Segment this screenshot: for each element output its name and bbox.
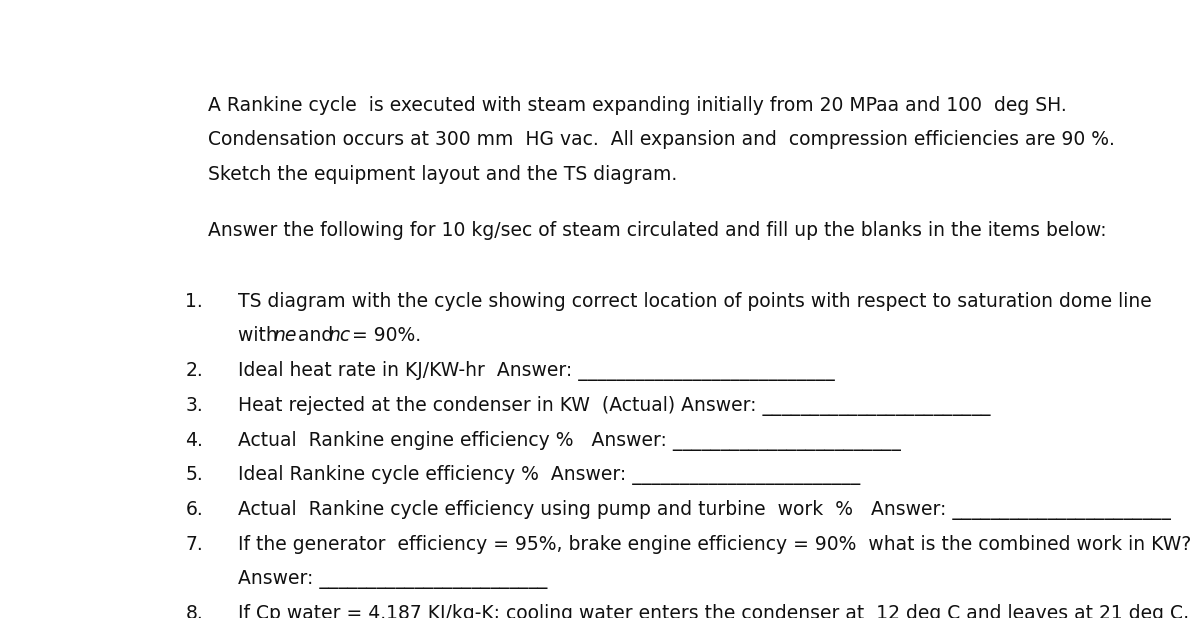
Text: Sketch the equipment layout and the TS diagram.: Sketch the equipment layout and the TS d…: [208, 165, 677, 184]
Text: nc: nc: [329, 326, 350, 345]
Text: Ideal heat rate in KJ/KW-hr  Answer: ___________________________: Ideal heat rate in KJ/KW-hr Answer: ____…: [239, 361, 835, 381]
Text: Actual  Rankine engine efficiency %   Answer: ________________________: Actual Rankine engine efficiency % Answe…: [239, 431, 901, 451]
Text: ne: ne: [274, 326, 298, 345]
Text: 2.: 2.: [185, 361, 203, 380]
Text: Answer the following for 10 kg/sec of steam circulated and fill up the blanks in: Answer the following for 10 kg/sec of st…: [208, 221, 1106, 240]
Text: 4.: 4.: [185, 431, 203, 449]
Text: If Cp water = 4.187 KJ/kg-K; cooling water enters the condenser at  12 deg C and: If Cp water = 4.187 KJ/kg-K; cooling wat…: [239, 604, 1189, 618]
Text: Ideal Rankine cycle efficiency %  Answer: ________________________: Ideal Rankine cycle efficiency % Answer:…: [239, 465, 860, 485]
Text: Condensation occurs at 300 mm  HG vac.  All expansion and  compression efficienc: Condensation occurs at 300 mm HG vac. Al…: [208, 130, 1115, 150]
Text: 8.: 8.: [185, 604, 203, 618]
Text: 1.: 1.: [185, 292, 203, 311]
Text: with: with: [239, 326, 284, 345]
Text: Heat rejected at the condenser in KW  (Actual) Answer: ________________________: Heat rejected at the condenser in KW (Ac…: [239, 396, 991, 416]
Text: If the generator  efficiency = 95%, brake engine efficiency = 90%  what is the c: If the generator efficiency = 95%, brake…: [239, 535, 1192, 554]
Text: = 90%.: = 90%.: [346, 326, 421, 345]
Text: A Rankine cycle  is executed with steam expanding initially from 20 MPaa and 100: A Rankine cycle is executed with steam e…: [208, 96, 1067, 114]
Text: and: and: [292, 326, 340, 345]
Text: TS diagram with the cycle showing correct location of points with respect to sat: TS diagram with the cycle showing correc…: [239, 292, 1152, 311]
Text: Answer: ________________________: Answer: ________________________: [239, 570, 547, 588]
Text: 7.: 7.: [185, 535, 203, 554]
Text: 5.: 5.: [185, 465, 203, 485]
Text: 6.: 6.: [185, 500, 203, 519]
Text: 3.: 3.: [185, 396, 203, 415]
Text: Actual  Rankine cycle efficiency using pump and turbine  work  %   Answer: _____: Actual Rankine cycle efficiency using pu…: [239, 500, 1171, 520]
